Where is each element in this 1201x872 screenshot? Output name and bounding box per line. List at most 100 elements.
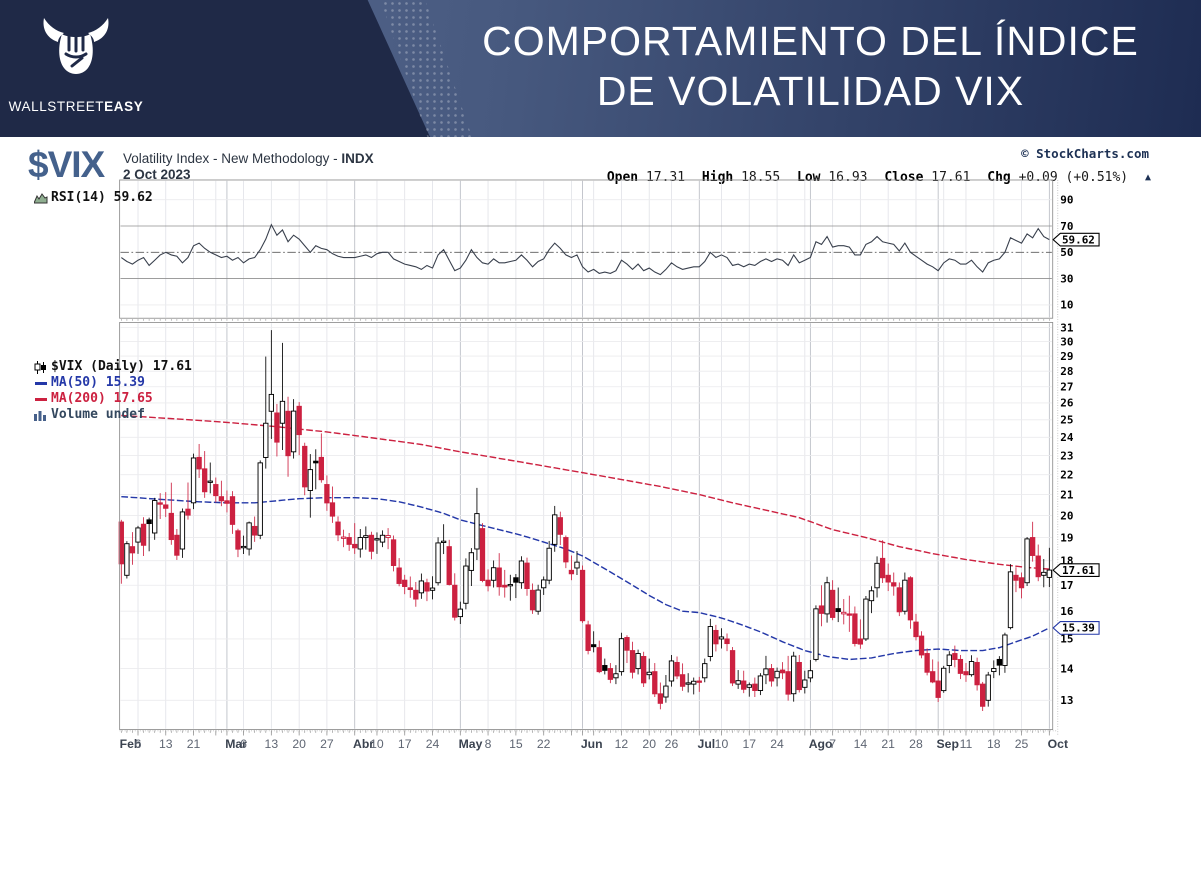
svg-text:Oct: Oct [1048,737,1068,751]
svg-text:7: 7 [829,737,836,751]
rsi-callout: 59.62 [1052,232,1100,247]
svg-text:16: 16 [1060,605,1073,618]
svg-text:10: 10 [370,737,384,751]
axis-ticks [120,319,1050,736]
bull-fist-logo-icon [43,18,109,74]
price-legend-label: $VIX (Daily) 17.61 [51,359,192,374]
close-callout: 17.61 [1052,563,1100,577]
open-label: Open [606,170,639,185]
rsi-legend-label: RSI(14) 59.62 [51,190,153,205]
svg-text:19: 19 [1060,531,1073,544]
svg-text:10: 10 [1060,299,1073,312]
svg-text:20: 20 [1060,509,1073,522]
svg-text:Jun: Jun [581,737,603,751]
svg-text:6: 6 [240,737,247,751]
price-legend: $VIX (Daily) 17.61 MA(50) 15.39 MA(200) … [33,359,192,423]
svg-text:10: 10 [715,737,729,751]
svg-text:Sep: Sep [937,737,959,751]
svg-text:18: 18 [987,737,1001,751]
close-value: 17.61 [931,170,971,185]
volume-bars-icon [33,410,48,421]
svg-text:70: 70 [1060,220,1073,233]
up-triangle-icon: ▲ [1144,172,1151,183]
svg-text:24: 24 [770,737,784,751]
svg-text:11: 11 [960,737,973,751]
svg-text:14: 14 [1060,662,1074,675]
header-banner: WALLSTREETEASY COMPORTAMIENTO DEL ÍNDICE… [0,0,1201,137]
brand-block: WALLSTREETEASY [0,16,152,114]
ma50-callout: 15.39 [1052,621,1100,635]
copyright-credit: © StockCharts.com [1021,146,1149,161]
banner-title: COMPORTAMIENTO DEL ÍNDICE DE VOLATILIDAD… [430,16,1191,116]
svg-text:17: 17 [1060,579,1073,592]
svg-text:13: 13 [265,737,279,751]
ma50-line [121,495,1050,661]
svg-text:27: 27 [320,737,334,751]
low-value: 16.93 [828,170,868,185]
svg-text:13: 13 [1060,694,1073,707]
ohlc-quote-row: Open 17.31 High 18.55 Low 16.93 Close 17… [607,170,1151,185]
svg-text:27: 27 [1060,381,1073,394]
rsi-legend: RSI(14) 59.62 [33,190,153,206]
svg-text:15: 15 [1060,633,1073,646]
svg-text:Ago: Ago [809,737,833,751]
svg-text:50: 50 [1060,246,1073,259]
svg-text:Mar: Mar [225,737,247,751]
ticker-exchange: INDX [341,151,374,166]
rsi-indicator-icon [33,192,48,204]
svg-text:15.39: 15.39 [1062,622,1095,635]
svg-text:26: 26 [1060,397,1073,410]
svg-text:29: 29 [1060,350,1073,363]
high-value: 18.55 [741,170,781,185]
ma200-legend-label: MA(200) 17.65 [51,391,153,406]
svg-text:12: 12 [615,737,629,751]
ma50-line-swatch [33,381,48,385]
svg-text:20: 20 [292,737,306,751]
banner-title-line1: COMPORTAMIENTO DEL ÍNDICE [482,18,1139,64]
svg-text:22: 22 [1060,468,1073,481]
ticker-symbol: $VIX [28,144,105,185]
svg-text:Jul: Jul [698,737,716,751]
svg-text:30: 30 [1060,335,1073,348]
svg-text:25: 25 [1060,414,1073,427]
svg-text:Feb: Feb [120,737,142,751]
candlestick-icon [33,360,48,374]
svg-text:21: 21 [881,737,895,751]
svg-text:21: 21 [187,737,201,751]
svg-text:28: 28 [1060,365,1073,378]
svg-text:22: 22 [537,737,551,751]
svg-text:20: 20 [642,737,656,751]
rsi-axis-labels: 90 70 50 30 10 [1060,194,1073,312]
ma50-legend-label: MA(50) 15.39 [51,375,145,390]
svg-text:90: 90 [1060,194,1073,207]
candlesticks [118,330,1052,712]
brand-name-regular: WALLSTREET [8,99,105,114]
svg-text:13: 13 [159,737,173,751]
svg-text:30: 30 [1060,272,1073,285]
grid [120,180,1052,729]
high-label: High [701,170,734,185]
chg-label: Chg [987,170,1011,185]
svg-text:59.62: 59.62 [1062,233,1095,246]
svg-text:21: 21 [1060,488,1074,501]
svg-text:23: 23 [1060,449,1073,462]
chart-canvas: 1314151617181920212223242526272829303190… [118,179,1100,751]
svg-text:17.61: 17.61 [1062,564,1095,577]
panel-borders [119,179,1059,735]
ticker-description: Volatility Index - New Methodology - IND… [123,151,374,166]
brand-name: WALLSTREETEASY [0,99,152,114]
open-value: 17.31 [645,170,686,185]
volume-legend-label: Volume undef [51,407,145,422]
banner-title-line2: DE VOLATILIDAD VIX [596,68,1025,114]
svg-text:26: 26 [665,737,679,751]
svg-text:14: 14 [854,737,868,751]
svg-text:28: 28 [909,737,923,751]
svg-text:May: May [459,737,483,751]
close-label: Close [884,170,924,185]
svg-text:25: 25 [1015,737,1029,751]
ma200-line-swatch [33,397,48,401]
svg-text:24: 24 [1060,431,1074,444]
